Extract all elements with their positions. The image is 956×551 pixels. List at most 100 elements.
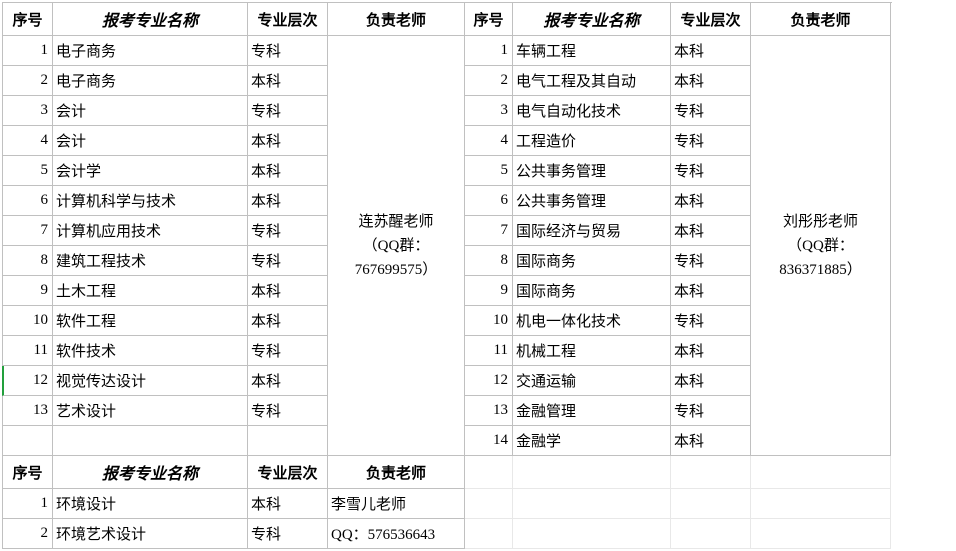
empty-cell (671, 456, 751, 489)
seq-cell: 11 (3, 336, 53, 366)
seq-cell: 2 (3, 519, 53, 549)
empty-cell (53, 426, 248, 456)
seq-cell: 9 (465, 276, 513, 306)
seq-cell: 6 (465, 186, 513, 216)
seq-cell: 4 (3, 126, 53, 156)
seq-cell: 12 (465, 366, 513, 396)
level-cell: 专科 (248, 216, 328, 246)
empty-cell (465, 489, 513, 519)
seq-cell: 8 (465, 246, 513, 276)
major-cell: 软件工程 (53, 306, 248, 336)
seq-cell: 3 (465, 96, 513, 126)
seq-cell: 4 (465, 126, 513, 156)
seq-cell: 8 (3, 246, 53, 276)
seq-cell: 13 (3, 396, 53, 426)
seq-cell: 10 (3, 306, 53, 336)
empty-cell (751, 489, 891, 519)
col-header-teacher: 负责老师 (751, 3, 891, 36)
seq-cell: 13 (465, 396, 513, 426)
empty-cell (671, 489, 751, 519)
level-cell: 本科 (671, 186, 751, 216)
teacher-name: 连苏醒老师 (355, 210, 438, 234)
major-cell: 车辆工程 (513, 36, 671, 66)
empty-cell (513, 519, 671, 549)
empty-cell (3, 426, 53, 456)
col-header-major: 报考专业名称 (513, 3, 671, 36)
seq-cell: 2 (3, 66, 53, 96)
level-cell: 本科 (671, 366, 751, 396)
major-cell: 建筑工程技术 (53, 246, 248, 276)
teacher-merged-right: 刘彤彤老师 （QQ群： 836371885） (751, 36, 891, 456)
level-cell: 本科 (248, 186, 328, 216)
level-cell: 专科 (248, 396, 328, 426)
major-cell: 软件技术 (53, 336, 248, 366)
level-cell: 本科 (671, 336, 751, 366)
major-cell: 电子商务 (53, 36, 248, 66)
level-cell: 本科 (671, 276, 751, 306)
major-cell: 视觉传达设计 (53, 366, 248, 396)
teacher-qq: 767699575） (355, 258, 438, 282)
col-header-teacher: 负责老师 (328, 456, 465, 489)
seq-cell: 7 (3, 216, 53, 246)
major-cell: 艺术设计 (53, 396, 248, 426)
major-cell: 机械工程 (513, 336, 671, 366)
teacher-cell: 李雪儿老师 (328, 489, 465, 519)
seq-cell: 5 (3, 156, 53, 186)
teacher-qq-label: （QQ群： (355, 234, 438, 258)
col-header-seq: 序号 (465, 3, 513, 36)
major-cell: 公共事务管理 (513, 156, 671, 186)
seq-cell: 7 (465, 216, 513, 246)
seq-cell: 14 (465, 426, 513, 456)
seq-cell: 3 (3, 96, 53, 126)
empty-cell (513, 489, 671, 519)
level-cell: 专科 (671, 246, 751, 276)
empty-cell (751, 519, 891, 549)
major-cell: 会计 (53, 96, 248, 126)
major-cell: 国际商务 (513, 246, 671, 276)
major-cell: 国际经济与贸易 (513, 216, 671, 246)
spreadsheet-table: 序号 报考专业名称 专业层次 负责老师 序号 报考专业名称 专业层次 负责老师 … (2, 2, 892, 549)
level-cell: 本科 (248, 276, 328, 306)
major-cell: 计算机应用技术 (53, 216, 248, 246)
col-header-seq: 序号 (3, 3, 53, 36)
col-header-level: 专业层次 (248, 3, 328, 36)
major-cell: 电气工程及其自动 (513, 66, 671, 96)
col-header-teacher: 负责老师 (328, 3, 465, 36)
empty-cell (513, 456, 671, 489)
seq-cell: 9 (3, 276, 53, 306)
major-cell: 计算机科学与技术 (53, 186, 248, 216)
teacher-name: 刘彤彤老师 (779, 210, 862, 234)
empty-cell (751, 456, 891, 489)
level-cell: 本科 (248, 306, 328, 336)
seq-cell: 12 (2, 366, 53, 396)
major-cell: 金融管理 (513, 396, 671, 426)
seq-cell: 1 (465, 36, 513, 66)
major-cell: 土木工程 (53, 276, 248, 306)
major-cell: 交通运输 (513, 366, 671, 396)
major-cell: 环境设计 (53, 489, 248, 519)
col-header-level: 专业层次 (671, 3, 751, 36)
col-header-seq: 序号 (3, 456, 53, 489)
seq-cell: 1 (3, 36, 53, 66)
col-header-major: 报考专业名称 (53, 3, 248, 36)
level-cell: 专科 (671, 126, 751, 156)
empty-cell (465, 519, 513, 549)
major-cell: 机电一体化技术 (513, 306, 671, 336)
major-cell: 电气自动化技术 (513, 96, 671, 126)
level-cell: 专科 (248, 36, 328, 66)
level-cell: 本科 (671, 216, 751, 246)
major-cell: 电子商务 (53, 66, 248, 96)
level-cell: 本科 (248, 126, 328, 156)
seq-cell: 2 (465, 66, 513, 96)
teacher-qq-label: （QQ群： (779, 234, 862, 258)
level-cell: 专科 (671, 396, 751, 426)
level-cell: 本科 (248, 66, 328, 96)
level-cell: 专科 (248, 246, 328, 276)
seq-cell: 6 (3, 186, 53, 216)
col-header-level: 专业层次 (248, 456, 328, 489)
level-cell: 本科 (671, 426, 751, 456)
major-cell: 环境艺术设计 (53, 519, 248, 549)
empty-cell (248, 426, 328, 456)
major-cell: 国际商务 (513, 276, 671, 306)
major-cell: 会计学 (53, 156, 248, 186)
